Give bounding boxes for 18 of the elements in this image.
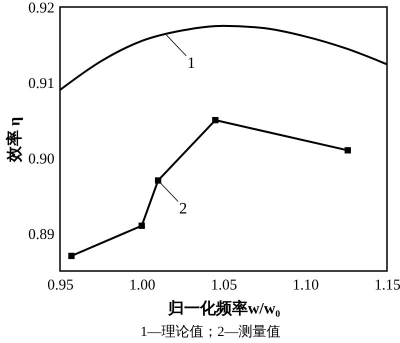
x-axis-title: 归一化频率w/w₀: [166, 298, 280, 318]
y-axis-title: 效率 η: [4, 116, 24, 164]
text: 1—理论值；2—测量值: [140, 324, 280, 340]
point: [344, 147, 351, 154]
x-tick-label: 1.00: [129, 278, 156, 294]
point: [212, 116, 218, 124]
x-tick-label: 1.15: [374, 278, 400, 294]
x-tick-label: 1.05: [210, 278, 238, 294]
point: [68, 252, 75, 260]
x-tick-label: 0.95: [47, 278, 74, 294]
y-tick-label: 0.92: [28, 0, 54, 16]
annotation: 2: [179, 200, 188, 218]
y-tick-label: 0.89: [28, 226, 54, 243]
y-tick-label: 0.91: [28, 76, 54, 92]
y-tick-label: 0.90: [28, 151, 54, 168]
annotation: 1: [187, 54, 196, 72]
x-tick-label: 1.10: [292, 278, 319, 294]
point: [138, 222, 145, 229]
